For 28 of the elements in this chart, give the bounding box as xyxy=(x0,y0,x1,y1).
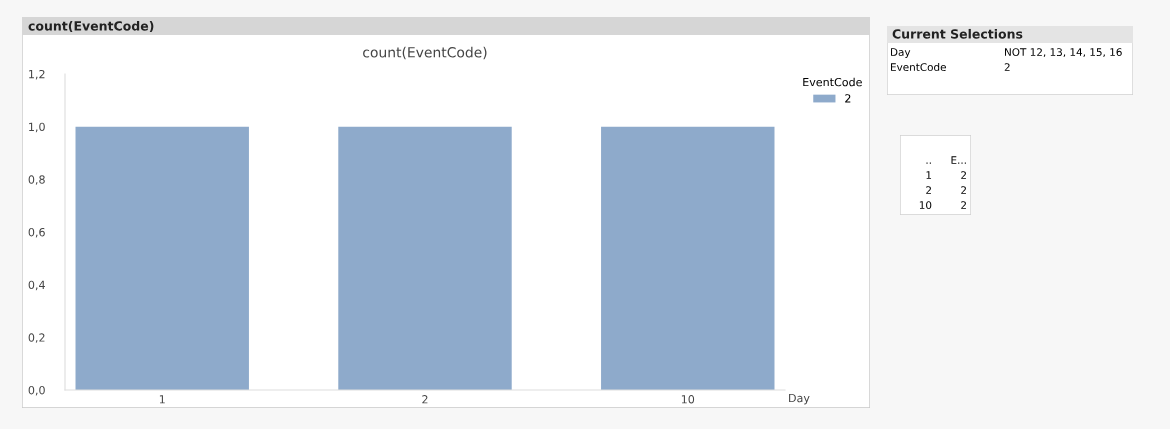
text: 10 xyxy=(919,201,932,210)
text: E... xyxy=(951,156,966,164)
text: count(EventCode) xyxy=(28,20,154,33)
x-tick-label: 2 xyxy=(422,395,428,404)
y-tick-label: 0,0 xyxy=(28,385,45,396)
text: 2 xyxy=(961,171,966,179)
y-tick-label: 1,2 xyxy=(29,69,45,80)
x-tick-label: 10 xyxy=(681,395,695,404)
y-tick-label: 0,2 xyxy=(28,333,45,343)
text: Day xyxy=(891,48,911,59)
text: 1 xyxy=(926,171,932,179)
x-axis-title: Day xyxy=(789,393,810,405)
text: NOT 12, 13, 14, 15, 16 xyxy=(1005,48,1122,58)
text: EventCode xyxy=(891,62,946,72)
text: 2 xyxy=(961,186,966,194)
y-tick-label: 0,6 xyxy=(28,227,45,238)
y-tick-label: 0,8 xyxy=(28,175,45,185)
x-tick-label: 1 xyxy=(159,395,165,404)
text: 2 xyxy=(926,186,931,194)
legend-title: EventCode xyxy=(803,77,862,87)
text: .. xyxy=(926,162,931,164)
y-tick-label: 0,4 xyxy=(28,280,45,291)
chart-title: count(EventCode) xyxy=(363,46,487,60)
legend-label: 2 xyxy=(845,94,851,103)
text: 2 xyxy=(1004,63,1010,71)
text: 2 xyxy=(961,201,966,209)
text: Current Selections xyxy=(892,28,1023,39)
y-tick-label: 1,0 xyxy=(29,122,45,133)
